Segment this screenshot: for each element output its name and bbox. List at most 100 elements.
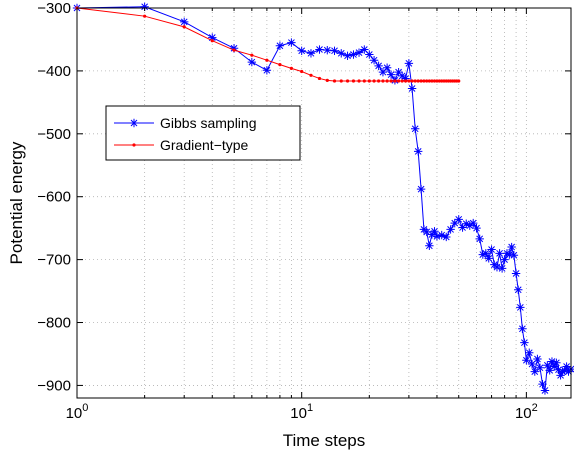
data-point-marker (444, 79, 448, 83)
data-point-marker (385, 79, 389, 83)
data-point-marker (400, 79, 404, 83)
data-point-marker (410, 124, 420, 133)
legend: Gibbs sampling Gradient−type (105, 105, 301, 161)
data-point-marker (487, 245, 496, 254)
data-point-marker (514, 285, 523, 295)
data-point-marker (275, 41, 285, 50)
data-point-marker (354, 48, 364, 57)
data-point-marker (357, 79, 361, 83)
data-point-marker (407, 84, 417, 93)
data-point-marker (339, 79, 343, 83)
data-point-marker (478, 250, 488, 259)
data-point-marker (397, 71, 407, 81)
data-point-marker (535, 363, 545, 373)
data-point-marker (525, 348, 534, 357)
data-point-marker (247, 57, 257, 67)
data-point-marker (262, 66, 272, 75)
data-point-marker (543, 361, 552, 370)
data-point-marker (457, 79, 461, 83)
data-point-marker (287, 38, 296, 47)
y-tick-label: −300 (37, 0, 71, 17)
data-point-marker (143, 14, 147, 18)
data-point-marker (325, 78, 329, 82)
data-point-marker (289, 66, 294, 70)
data-point-marker (450, 218, 459, 228)
data-point-marker (232, 48, 236, 52)
legend-box (105, 105, 301, 161)
data-point-marker (297, 46, 306, 55)
data-point-marker (437, 230, 446, 240)
data-point-marker (432, 232, 442, 241)
data-point-marker (180, 17, 189, 27)
data-point-marker (427, 79, 431, 83)
data-point-marker (495, 249, 504, 258)
data-point-marker (410, 79, 414, 83)
data-point-marker (332, 79, 337, 83)
data-point-marker (432, 79, 437, 83)
data-point-marker (511, 269, 521, 278)
data-point-marker (549, 362, 559, 371)
data-point-marker (419, 79, 423, 83)
data-point-marker (422, 227, 431, 237)
data-point-marker (382, 63, 392, 72)
data-point-marker (278, 63, 282, 67)
data-point-marker (442, 232, 451, 242)
legend-item: Gradient−type (114, 137, 249, 153)
data-point-marker (309, 73, 313, 77)
data-point-marker (509, 251, 519, 260)
data-point-marker (522, 356, 531, 365)
data-point-marker (547, 357, 557, 366)
data-point-marker (323, 45, 332, 55)
data-point-marker (442, 79, 446, 83)
data-point-marker (389, 79, 393, 83)
series-layer (72, 2, 574, 395)
data-point-marker (558, 367, 567, 376)
data-point-marker (306, 49, 316, 58)
data-point-marker (367, 79, 371, 83)
y-tick-label: −400 (37, 63, 71, 80)
data-point-marker (554, 365, 563, 374)
data-point-marker (413, 79, 417, 83)
data-point-marker (484, 254, 493, 263)
data-point-marker (337, 49, 346, 58)
data-point-marker (182, 25, 186, 29)
data-point-marker (401, 74, 410, 83)
legend-item: Gibbs sampling (114, 115, 257, 131)
x-tick-label: 102 (515, 402, 538, 422)
data-point-marker (538, 379, 547, 389)
data-point-marker (458, 223, 467, 232)
data-point-marker (397, 79, 401, 83)
data-point-marker (440, 79, 444, 83)
data-point-marker (527, 359, 537, 369)
data-point-marker (250, 53, 254, 57)
data-point-marker (345, 79, 350, 83)
data-point-marker (472, 223, 481, 233)
data-point-marker (378, 67, 388, 77)
data-point-marker (315, 45, 324, 54)
data-point-marker (462, 219, 471, 228)
data-point-marker (365, 50, 374, 59)
data-point-marker (394, 67, 403, 77)
data-point-marker (208, 33, 217, 42)
x-axis-label: Time steps (283, 431, 366, 450)
data-point-marker (407, 79, 411, 83)
data-point-marker (413, 147, 423, 156)
data-point-marker (374, 61, 383, 71)
data-point-marker (454, 215, 463, 224)
data-point-marker (533, 354, 542, 364)
data-point-marker (505, 250, 514, 259)
y-axis-label: Potential energy (7, 141, 26, 264)
data-point-marker (386, 70, 396, 79)
tick-labels: −300 −400 −500 −600 −700 −800 −900 100 101 102 (37, 0, 538, 422)
data-point-marker (416, 184, 426, 194)
series-gibbs-sampling (72, 2, 574, 395)
data-point-marker (518, 324, 527, 334)
data-point-marker (520, 338, 529, 347)
data-point-marker (403, 79, 408, 83)
data-point-marker (393, 79, 397, 83)
data-point-marker (497, 264, 507, 273)
data-point-marker (435, 79, 439, 83)
axis-ticks (76, 7, 571, 398)
